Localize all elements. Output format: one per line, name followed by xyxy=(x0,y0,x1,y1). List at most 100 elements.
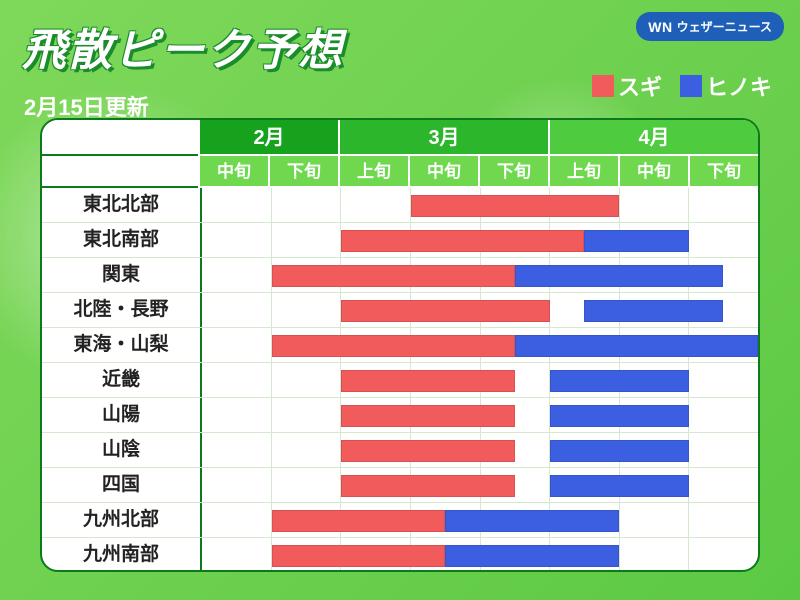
period-header-cell: 上旬 xyxy=(338,156,408,188)
month-header-cell: 2月 xyxy=(198,120,338,156)
bar-sugi xyxy=(341,405,515,427)
grid-cell xyxy=(202,538,271,572)
region-label: 近畿 xyxy=(42,363,202,397)
table-row: 東北北部 xyxy=(42,188,758,223)
row-cells xyxy=(202,398,758,432)
period-header: 中旬下旬上旬中旬下旬上旬中旬下旬 xyxy=(42,156,758,188)
table-row: 関東 xyxy=(42,258,758,293)
month-header-cell: 4月 xyxy=(548,120,758,156)
row-cells xyxy=(202,223,758,257)
header-spacer xyxy=(42,156,198,188)
pollen-gantt-chart: 2月3月4月 中旬下旬上旬中旬下旬上旬中旬下旬 東北北部東北南部関東北陸・長野東… xyxy=(40,118,760,572)
bar-sugi xyxy=(411,195,620,217)
bar-sugi xyxy=(341,370,515,392)
row-cells xyxy=(202,468,758,502)
legend-swatch-sugi xyxy=(592,75,614,97)
chart-rows: 東北北部東北南部関東北陸・長野東海・山梨近畿山陽山陰四国九州北部九州南部 xyxy=(42,188,758,572)
bar-hinoki xyxy=(584,300,723,322)
period-header-cell: 下旬 xyxy=(688,156,758,188)
grid-cell xyxy=(688,363,758,397)
grid-cell xyxy=(202,468,271,502)
period-header-cell: 上旬 xyxy=(548,156,618,188)
grid-cell xyxy=(619,538,689,572)
table-row: 九州北部 xyxy=(42,503,758,538)
region-label: 山陽 xyxy=(42,398,202,432)
bar-hinoki xyxy=(515,335,758,357)
table-row: 東北南部 xyxy=(42,223,758,258)
brand-abbr: WN xyxy=(648,19,672,35)
brand-name: ウェザーニュース xyxy=(677,18,772,35)
month-header: 2月3月4月 xyxy=(42,120,758,156)
region-label: 東北北部 xyxy=(42,188,202,222)
region-label: 関東 xyxy=(42,258,202,292)
bar-hinoki xyxy=(550,475,689,497)
region-label: 東海・山梨 xyxy=(42,328,202,362)
bar-sugi xyxy=(341,475,515,497)
region-label: 四国 xyxy=(42,468,202,502)
bar-hinoki xyxy=(550,370,689,392)
grid-cell xyxy=(688,538,758,572)
bar-hinoki xyxy=(550,405,689,427)
bar-sugi xyxy=(272,545,446,567)
grid-cell xyxy=(688,223,758,257)
grid-cell xyxy=(202,503,271,537)
grid-cell xyxy=(619,503,689,537)
period-header-cell: 中旬 xyxy=(618,156,688,188)
bar-sugi xyxy=(341,300,550,322)
grid-cell xyxy=(202,258,271,292)
region-label: 九州北部 xyxy=(42,503,202,537)
bar-hinoki xyxy=(515,265,724,287)
table-row: 山陰 xyxy=(42,433,758,468)
grid-cell xyxy=(202,433,271,467)
month-header-cell: 3月 xyxy=(338,120,548,156)
legend-item-sugi: スギ xyxy=(592,70,662,102)
grid-cell xyxy=(688,433,758,467)
bar-sugi xyxy=(272,510,446,532)
period-header-cell: 下旬 xyxy=(478,156,548,188)
row-cells xyxy=(202,433,758,467)
grid-cell xyxy=(202,293,271,327)
grid-cell xyxy=(202,363,271,397)
grid-cell xyxy=(271,223,341,257)
grid-cell xyxy=(688,503,758,537)
bar-sugi xyxy=(272,265,515,287)
grid-cell xyxy=(271,433,341,467)
grid-cell xyxy=(271,188,341,222)
legend-swatch-hinoki xyxy=(680,75,702,97)
bar-hinoki xyxy=(445,510,619,532)
row-cells xyxy=(202,503,758,537)
grid-cell xyxy=(340,188,410,222)
table-row: 近畿 xyxy=(42,363,758,398)
grid-cell xyxy=(688,398,758,432)
row-cells xyxy=(202,293,758,327)
header-spacer xyxy=(42,120,198,156)
grid-cell xyxy=(271,363,341,397)
row-cells xyxy=(202,328,758,362)
legend-item-hinoki: ヒノキ xyxy=(680,70,772,102)
table-row: 北陸・長野 xyxy=(42,293,758,328)
legend-label-hinoki: ヒノキ xyxy=(706,70,772,102)
period-header-cell: 中旬 xyxy=(408,156,478,188)
table-row: 東海・山梨 xyxy=(42,328,758,363)
period-header-cell: 中旬 xyxy=(198,156,268,188)
grid-cell xyxy=(202,223,271,257)
table-row: 山陽 xyxy=(42,398,758,433)
legend: スギ ヒノキ xyxy=(592,70,772,102)
bar-sugi xyxy=(341,440,515,462)
grid-cell xyxy=(271,398,341,432)
period-header-cell: 下旬 xyxy=(268,156,338,188)
grid-cell xyxy=(271,468,341,502)
row-cells xyxy=(202,188,758,222)
grid-cell xyxy=(688,468,758,502)
region-label: 山陰 xyxy=(42,433,202,467)
table-row: 九州南部 xyxy=(42,538,758,572)
region-label: 九州南部 xyxy=(42,538,202,572)
legend-label-sugi: スギ xyxy=(618,70,662,102)
bar-hinoki xyxy=(445,545,619,567)
grid-cell xyxy=(619,188,689,222)
region-label: 東北南部 xyxy=(42,223,202,257)
row-cells xyxy=(202,258,758,292)
row-cells xyxy=(202,363,758,397)
grid-cell xyxy=(202,328,271,362)
grid-cell xyxy=(271,293,341,327)
